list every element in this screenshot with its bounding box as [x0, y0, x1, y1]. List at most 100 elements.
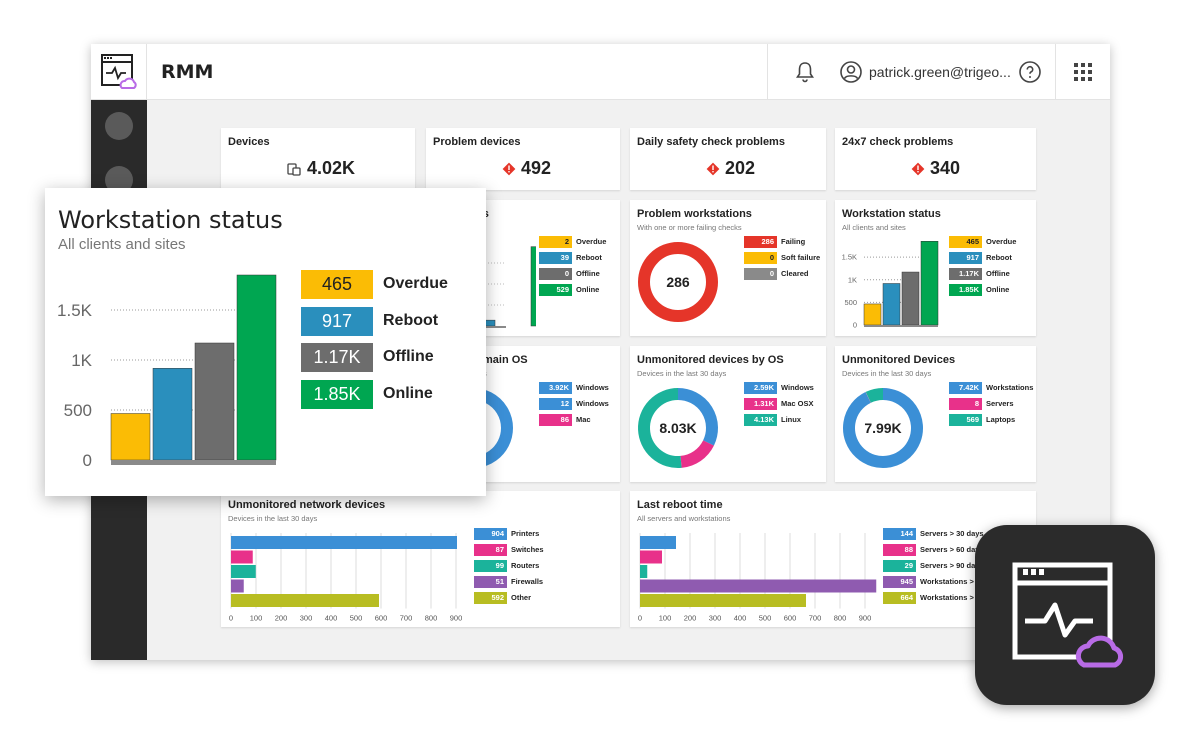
bar-1[interactable] — [231, 550, 253, 564]
y-tick-label: 0 — [853, 321, 857, 330]
legend-swatch-value: 465 — [301, 270, 373, 299]
x-tick-label: 500 — [350, 614, 363, 623]
bar-reboot[interactable] — [882, 283, 901, 326]
card-title: Workstation status — [842, 208, 941, 220]
kpi-value: 492 — [521, 158, 552, 178]
bar-online[interactable] — [236, 274, 277, 461]
topbar-divider — [1055, 44, 1056, 100]
donut-slice[interactable] — [865, 388, 884, 403]
bar-0[interactable] — [640, 536, 676, 549]
popup-subtitle: All clients and sites — [58, 236, 186, 253]
bar-3[interactable] — [640, 579, 877, 593]
kpi-card-devices[interactable]: Devices 4.02K — [221, 128, 415, 190]
kpi-card-problem-devices[interactable]: Problem devices 492 — [426, 128, 620, 190]
legend-swatch-value: 2 — [539, 236, 572, 248]
card-title: main OS — [483, 354, 528, 366]
kpi-label: Daily safety check problems — [637, 136, 785, 148]
bar-offline[interactable] — [194, 342, 235, 461]
legend-swatch-value: 3.92K — [539, 382, 572, 394]
app-logo[interactable] — [91, 44, 147, 100]
x-tick-label: 700 — [400, 614, 413, 623]
bar-online[interactable] — [920, 241, 939, 326]
kpi-value: 4.02K — [307, 158, 356, 178]
donut-slice[interactable] — [638, 388, 682, 468]
legend-label: Firewalls — [511, 577, 544, 586]
legend-label: Overdue — [576, 237, 607, 246]
user-email[interactable]: patrick.green@trigeo... — [869, 64, 1011, 80]
card-last-reboot[interactable]: Last reboot time All servers and worksta… — [630, 491, 1036, 627]
app-title: RMM — [161, 61, 214, 83]
kpi-card-daily-safety[interactable]: Daily safety check problems 202 — [630, 128, 826, 190]
legend-label: Mac OSX — [781, 399, 814, 408]
kpi-label: Problem devices — [433, 136, 521, 148]
sidebar-nav-icon[interactable] — [105, 112, 133, 140]
legend-swatch-value: 88 — [883, 544, 916, 556]
card-unmonitored-by-os[interactable]: Unmonitored devices by OS Devices in the… — [630, 346, 826, 482]
legend-swatch-value: 29 — [883, 560, 916, 572]
warning-icon — [706, 162, 720, 176]
bar-4[interactable] — [231, 594, 379, 607]
bell-icon[interactable] — [793, 60, 817, 84]
legend-swatch-value: 7.42K — [949, 382, 982, 394]
donut-center-value: 7.99K — [864, 420, 902, 436]
legend-swatch-value: 12 — [539, 398, 572, 410]
card-problem-workstations[interactable]: Problem workstations With one or more fa… — [630, 200, 826, 336]
x-tick-label: 300 — [709, 614, 722, 623]
bar-2[interactable] — [231, 565, 256, 578]
bar-reboot[interactable] — [152, 368, 193, 461]
kpi-label: 24x7 check problems — [842, 136, 954, 148]
bar-0[interactable] — [231, 536, 457, 549]
user-avatar-icon[interactable] — [839, 60, 863, 84]
card-subtitle: Devices in the last 30 days — [842, 369, 932, 378]
card-subtitle: Devices in the last 30 days — [637, 369, 727, 378]
bar-2[interactable] — [640, 565, 648, 578]
workstation-status-popup[interactable]: Workstation status All clients and sites… — [45, 188, 486, 496]
x-tick-label: 800 — [425, 614, 438, 623]
legend-label: Overdue — [986, 237, 1017, 246]
bar-online[interactable] — [530, 246, 536, 327]
donut-slice[interactable] — [677, 388, 718, 446]
legend-swatch-value: 917 — [301, 306, 373, 336]
donut-slice[interactable] — [638, 242, 718, 322]
warning-icon — [911, 162, 925, 176]
x-tick-label: 200 — [684, 614, 697, 623]
legend-swatch-value: 592 — [474, 592, 507, 604]
legend-label: Online — [986, 285, 1010, 294]
card-unmonitored-network[interactable]: Unmonitored network devices Devices in t… — [221, 491, 620, 627]
legend-swatch-value: 529 — [539, 284, 572, 296]
legend-swatch-value: 0 — [744, 268, 777, 280]
legend-swatch-value: 51 — [474, 576, 507, 588]
card-workstation-status[interactable]: Workstation status All clients and sites… — [835, 200, 1036, 336]
x-tick-label: 900 — [859, 614, 872, 623]
kpi-card-24x7[interactable]: 24x7 check problems 340 — [835, 128, 1036, 190]
popup-title: Workstation status — [58, 206, 283, 234]
unmonitored-os-donut-chart — [638, 388, 718, 468]
legend-label: Online — [383, 384, 433, 402]
legend-label: Laptops — [986, 415, 1016, 424]
help-icon[interactable] — [1018, 60, 1042, 84]
problem-donut-chart — [638, 242, 718, 322]
rmm-app-icon[interactable] — [975, 525, 1155, 705]
x-tick-label: 500 — [759, 614, 772, 623]
bar-4[interactable] — [640, 594, 806, 607]
bar-offline[interactable] — [901, 271, 920, 326]
card-unmonitored-devices[interactable]: Unmonitored Devices Devices in the last … — [835, 346, 1036, 482]
bar-1[interactable] — [640, 550, 662, 564]
x-tick-label: 200 — [275, 614, 288, 623]
app-grid-icon[interactable] — [1073, 62, 1093, 82]
legend-swatch-value: 286 — [744, 236, 777, 248]
legend-label: Workstations > 6 — [920, 577, 981, 586]
workstation-status-mini-chart: 0 500 1K 1.5K — [842, 241, 939, 330]
card-subtitle: Devices in the last 30 days — [228, 514, 318, 523]
legend-label: Cleared — [781, 269, 809, 278]
legend-swatch-value: 1.31K — [744, 398, 777, 410]
legend-label: Windows — [781, 383, 814, 392]
bar-overdue[interactable] — [863, 303, 882, 326]
bar-overdue[interactable] — [110, 413, 151, 461]
bar-3[interactable] — [231, 579, 244, 593]
donut-slice[interactable] — [843, 388, 923, 468]
legend-label: Workstations — [986, 383, 1034, 392]
y-tick-label: 1K — [848, 275, 857, 284]
topbar-divider — [767, 44, 768, 100]
donut-slice[interactable] — [680, 440, 714, 468]
